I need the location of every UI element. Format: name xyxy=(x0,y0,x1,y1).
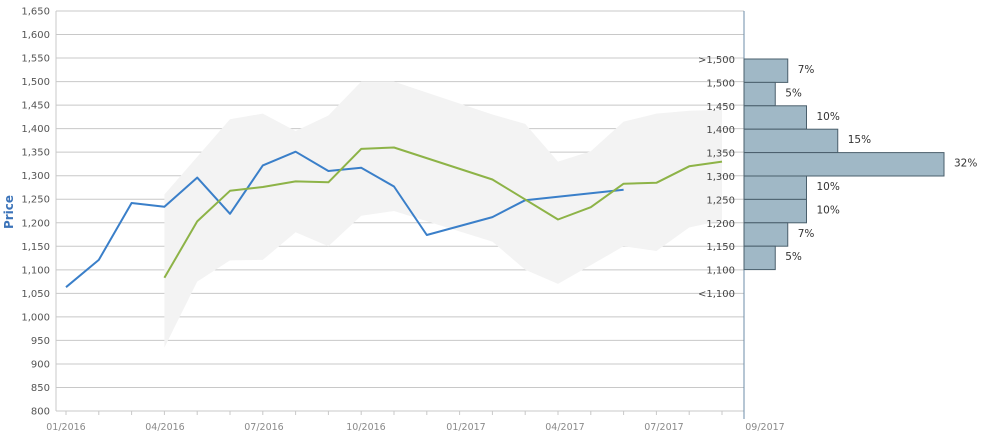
y-tick-label: 1,100 xyxy=(21,265,50,276)
histogram-bar xyxy=(743,245,776,271)
histogram-bar xyxy=(743,198,807,224)
y-tick-label: 950 xyxy=(31,336,50,347)
series-line-1 xyxy=(65,150,624,288)
y-tick-label: 1,450 xyxy=(21,101,50,112)
histogram-bar-label: 7% xyxy=(798,64,815,76)
histogram-bin-label: 1,400 xyxy=(706,125,735,136)
histogram-bar-label: 10% xyxy=(817,204,840,216)
x-tick-label: 04/2017 xyxy=(545,422,584,433)
histogram-bar-label: 10% xyxy=(817,111,840,123)
histogram-bin-label: 1,450 xyxy=(706,102,735,113)
x-tick-label: 01/2017 xyxy=(446,422,485,433)
y-tick-label: 850 xyxy=(31,383,50,394)
histogram-bin-label: 1,150 xyxy=(706,242,735,253)
histogram-bar xyxy=(743,128,839,154)
histogram-bin-label: 1,250 xyxy=(706,195,735,206)
y-tick-label: 1,500 xyxy=(21,77,50,88)
histogram-bar xyxy=(743,175,807,200)
x-tick-label: 07/2016 xyxy=(244,422,283,433)
histogram-bar-label: 5% xyxy=(785,87,802,99)
y-tick-label: 1,200 xyxy=(21,218,50,229)
histogram-bin-label: 1,350 xyxy=(706,149,735,160)
x-tick-label: 07/2017 xyxy=(644,422,683,433)
histogram-bar xyxy=(743,58,789,83)
y-tick-label: 1,650 xyxy=(21,7,50,18)
y-tick-label: 1,400 xyxy=(21,124,50,135)
histogram-bin-label: <1,100 xyxy=(698,289,735,300)
y-tick-label: 800 xyxy=(31,407,50,418)
y-tick-label: 900 xyxy=(31,359,50,370)
range-band xyxy=(164,81,722,348)
histogram-bin-label: 1,200 xyxy=(706,219,735,230)
histogram-bar-label: 7% xyxy=(798,228,815,240)
y-tick-label: 1,350 xyxy=(21,148,50,159)
histogram-bar-label: 15% xyxy=(848,134,871,146)
histogram-bar-label: 10% xyxy=(817,181,840,193)
histogram-bar-label: 5% xyxy=(785,251,802,263)
y-tick-label: 1,000 xyxy=(21,312,50,323)
x-tick-label: 04/2016 xyxy=(145,422,184,433)
y-tick-label: 1,550 xyxy=(21,54,50,65)
histogram-bin-label: 1,300 xyxy=(706,172,735,183)
histogram-bar-label: 32% xyxy=(954,158,977,170)
series-line-2 xyxy=(163,146,723,279)
x-tick-label: 01/2016 xyxy=(46,422,85,433)
y-tick-label: 1,150 xyxy=(21,242,50,253)
y-tick-label: 1,250 xyxy=(21,195,50,206)
histogram-bin-label: >1,500 xyxy=(698,55,735,66)
y-tick-label: 1,050 xyxy=(21,289,50,300)
y-tick-label: 1,300 xyxy=(21,171,50,182)
histogram-bar xyxy=(743,152,945,177)
y-axis-label: Price xyxy=(2,195,16,229)
histogram-bar xyxy=(743,105,807,130)
x-tick-label: 10/2016 xyxy=(346,422,385,433)
y-tick-label: 1,600 xyxy=(21,30,50,41)
histogram-bin-label: 1,100 xyxy=(706,266,735,277)
histogram-bin-label: 1,500 xyxy=(706,78,735,89)
histogram-bar xyxy=(743,222,789,247)
histogram-bar xyxy=(743,81,776,107)
x-tick-label: 09/2017 xyxy=(745,422,784,433)
